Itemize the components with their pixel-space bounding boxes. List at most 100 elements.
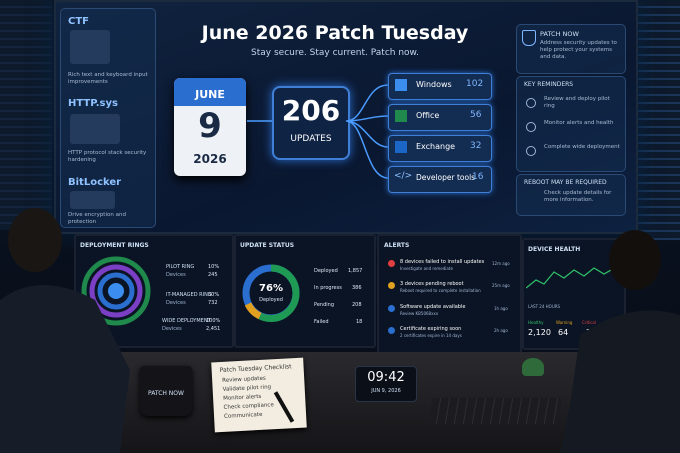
subtitle: Stay secure. Stay current. Patch now. [251,48,419,58]
status-name: In progress [314,285,342,291]
status-name: Deployed [314,268,338,274]
reminder-item: Review and deploy pilot ring [544,96,610,109]
status-name: Failed [314,319,329,325]
alert-detail: Investigate and remediate [400,266,453,271]
monitor-title: DEVICE HEALTH [528,246,581,253]
calendar [174,78,246,176]
reminder-icon [526,122,536,132]
status-value: 1,857 [348,268,363,274]
patch-now-text: Address security updates to help protect… [540,40,617,60]
shield-icon [522,30,536,46]
person-head [609,230,661,290]
person-right [560,230,680,453]
alert-detail: 2 certificates expire in 14 days [400,333,462,338]
alert-icon [388,282,395,289]
feature-name: HTTP.sys [68,98,118,109]
feature-description: HTTP protocol stack security hardening [68,150,147,163]
product-row [388,166,492,193]
ring-devices-label: Devices [166,300,186,306]
connector-line [247,84,389,179]
calendar-year: 2026 [193,152,227,166]
alert-detail: Reboot required to complete installation [400,288,481,293]
clock-date: JUN 9, 2026 [371,388,401,394]
alert-icon [388,327,395,334]
product-icon: </> [394,171,413,181]
server-rack [0,0,52,230]
product-name: Developer tools [416,173,476,182]
feature-icon [70,114,120,144]
ring-devices: 732 [208,300,218,306]
ring-devices: 245 [208,272,218,278]
ring-percent: 30% [208,292,220,298]
product-name: Office [416,111,440,120]
checklist-item: Review updates [222,375,266,384]
status-percent-label: Deployed [259,297,283,303]
feature-description: Rich text and keyboard input improvement… [68,72,148,85]
checklist-item: Monitor alerts [222,393,262,402]
reminder-icon [526,98,536,108]
calendar-header [174,78,246,106]
alert-time: 2h ago [494,328,508,333]
total-box [272,86,350,160]
calendar-day: 9 [198,106,222,146]
monitor-title: UPDATE STATUS [240,242,295,249]
alert-time: 25m ago [492,283,510,288]
alert-detail: Review KB5068xxx [400,311,439,316]
health-value: 64 [558,328,569,337]
product-icon [395,79,407,91]
health-name: Warning [556,320,573,325]
person-body [560,310,680,453]
feature-icon [70,191,115,209]
feature-name: CTF [68,16,89,27]
ring [108,283,124,299]
patch-now-heading: PATCH NOW [540,30,579,38]
status-donut [242,264,300,323]
reminder-icon [526,146,536,156]
checklist-item: Check compliance [223,402,274,411]
feature-description: Drive encryption and protection [68,212,126,225]
reboot-text: Check update details for more informatio… [544,190,612,203]
ring-percent: 100% [206,318,221,324]
total-count: 206 [281,94,341,127]
status-name: Pending [314,302,334,308]
calendar-month: JUNE [195,88,225,101]
alert-time: 1h ago [494,306,508,311]
health-period: LAST 24 HOURS [528,304,561,309]
ring [89,264,143,318]
alert-text: Certificate expiring soon [400,326,462,332]
ring-name: IT-MANAGED RING [166,292,212,298]
ring-name: WIDE DEPLOYMENT [162,318,211,324]
health-graph [526,265,618,289]
reminders-heading: KEY REMINDERS [524,81,574,88]
alert-text: 3 devices pending reboot [400,281,464,287]
checklist-item: Validate pilot ring [222,384,272,393]
reboot-panel [516,174,626,216]
product-name: Windows [416,80,452,89]
monitor [377,234,522,356]
product-count: 56 [470,110,482,120]
status-value: 208 [352,302,362,308]
reboot-heading: REBOOT MAY BE REQUIRED [524,179,607,186]
feature-name: BitLocker [68,177,122,188]
person-body [0,285,130,453]
product-count: 102 [466,79,484,89]
alert-icon [388,260,395,267]
health-name: Critical [582,320,596,325]
product-icon [395,110,407,122]
reminder-item: Monitor alerts and health [544,120,614,126]
alert-text: Software update available [400,304,466,310]
connectors [247,84,389,179]
status-value: 386 [352,285,362,291]
clock [355,366,417,402]
status-value: 18 [356,319,363,325]
mug [140,366,192,416]
health-line [526,265,618,289]
keyboard [427,398,563,424]
mug-text: PATCH NOW [148,390,184,397]
status-percent: 76% [259,283,283,294]
monitor-title: ALERTS [384,242,410,249]
product-count: 32 [470,141,482,151]
ring-percent: 10% [208,264,220,270]
feature-icon [70,30,110,64]
